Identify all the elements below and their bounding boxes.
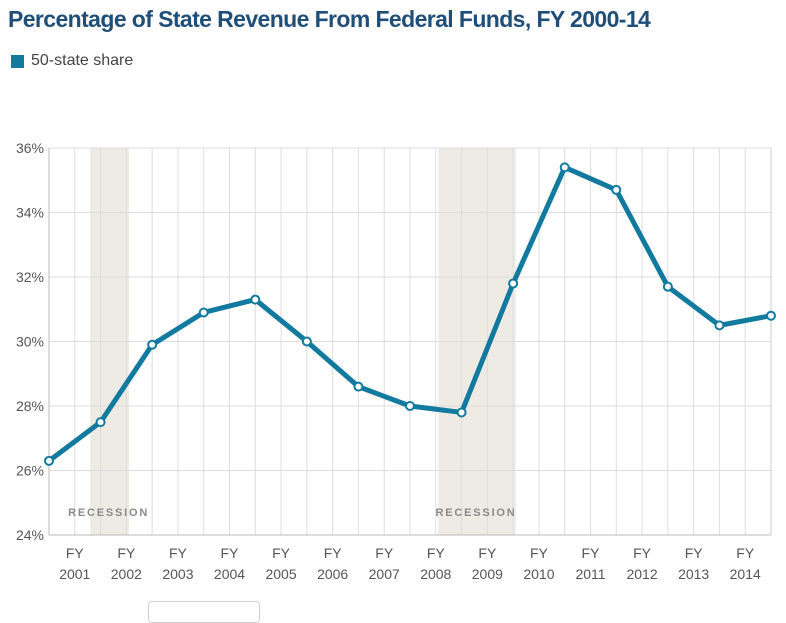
data-point[interactable] xyxy=(301,336,312,347)
x-tick-label-fy: FY xyxy=(685,545,704,561)
y-tick-label: 34% xyxy=(16,205,44,221)
x-tick-label-year: 2007 xyxy=(369,566,400,582)
x-tick-label-year: 2011 xyxy=(575,566,605,582)
data-point[interactable] xyxy=(405,401,415,411)
x-tick-label-fy: FY xyxy=(324,545,343,561)
line-chart: RECESSION RECESSION 24% 26% 28% 30% 32% 34% 36% F… xyxy=(16,140,776,582)
x-tick-label-year: 2010 xyxy=(523,566,554,582)
legend-swatch xyxy=(11,54,24,68)
recession-label-1: RECESSION xyxy=(68,507,149,519)
labels-layer: RECESSION RECESSION 24% 26% 28% 30% 32% 34% 36% F… xyxy=(16,140,761,582)
x-tick-label-fy: FY xyxy=(169,545,188,561)
x-tick-label-year: 2013 xyxy=(678,566,709,582)
x-tick-label-year: 2001 xyxy=(59,566,90,582)
y-tick-label: 28% xyxy=(16,398,44,414)
x-tick-label-fy: FY xyxy=(221,545,240,561)
x-tick-label-year: 2005 xyxy=(265,566,296,582)
recession-label-2: RECESSION xyxy=(436,507,517,519)
chart-title: Percentage of State Revenue From Federal… xyxy=(8,6,651,32)
data-point[interactable] xyxy=(198,307,209,318)
y-tick-label: 24% xyxy=(16,527,44,543)
data-point[interactable] xyxy=(611,184,622,195)
x-tick-label-fy: FY xyxy=(736,545,755,561)
y-tick-label: 30% xyxy=(16,334,44,350)
x-tick-label-fy: FY xyxy=(582,545,601,561)
bottom-control[interactable] xyxy=(148,601,260,623)
series-layer xyxy=(44,162,776,466)
x-tick-label-year: 2003 xyxy=(162,566,193,582)
x-tick-label-fy: FY xyxy=(117,545,136,561)
x-tick-label-fy: FY xyxy=(530,545,549,561)
x-tick-label-year: 2012 xyxy=(626,566,657,582)
x-tick-label-year: 2002 xyxy=(111,566,142,582)
y-tick-label: 36% xyxy=(16,140,44,156)
x-tick-label-year: 2006 xyxy=(317,566,348,582)
x-tick-label-year: 2004 xyxy=(214,566,245,582)
x-tick-label-fy: FY xyxy=(66,545,85,561)
data-point[interactable] xyxy=(353,381,364,392)
y-tick-label: 32% xyxy=(16,269,44,285)
data-point[interactable] xyxy=(456,407,467,418)
x-tick-label-fy: FY xyxy=(478,545,497,561)
data-point[interactable] xyxy=(147,339,158,350)
x-tick-label-fy: FY xyxy=(375,545,394,561)
x-tick-label-year: 2008 xyxy=(420,566,451,582)
data-point[interactable] xyxy=(95,417,106,428)
data-point[interactable] xyxy=(508,278,519,289)
x-tick-label-year: 2009 xyxy=(472,566,503,582)
data-point[interactable] xyxy=(559,162,570,173)
y-tick-label: 26% xyxy=(16,463,44,479)
legend-label: 50-state share xyxy=(31,52,134,69)
x-tick-label-year: 2014 xyxy=(730,566,761,582)
legend: 50-state share xyxy=(11,52,133,70)
x-tick-label-fy: FY xyxy=(427,545,446,561)
data-point[interactable] xyxy=(766,310,776,321)
data-point[interactable] xyxy=(714,320,725,331)
axes xyxy=(48,148,772,536)
x-tick-label-fy: FY xyxy=(633,545,652,561)
data-point[interactable] xyxy=(250,294,261,305)
data-point[interactable] xyxy=(44,455,54,466)
x-tick-label-fy: FY xyxy=(272,545,291,561)
data-point[interactable] xyxy=(662,281,673,292)
